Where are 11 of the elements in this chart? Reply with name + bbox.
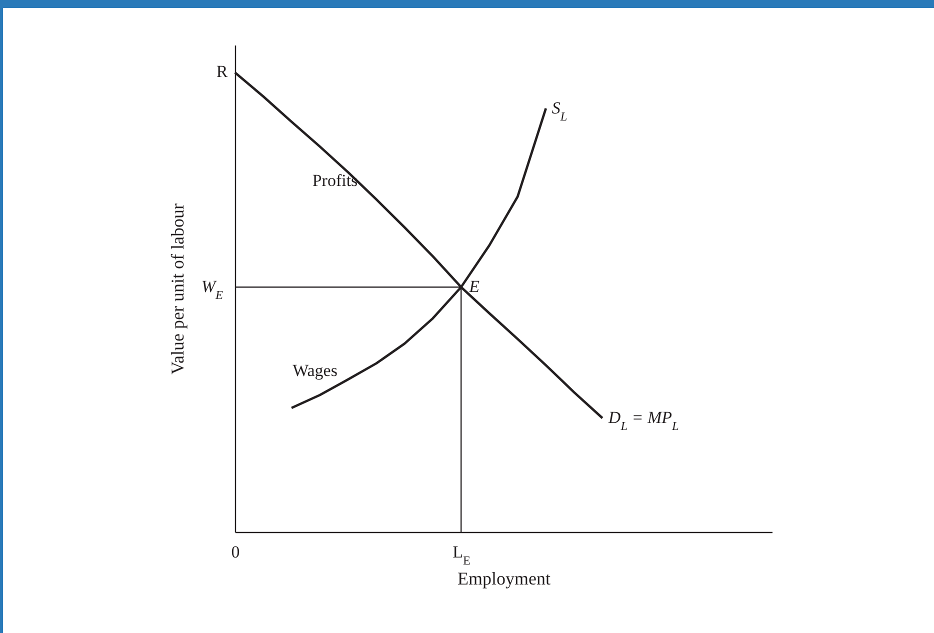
annotation: Wages — [292, 361, 338, 380]
x-tick-label: 0 — [231, 542, 240, 562]
annotation: Profits — [312, 171, 358, 190]
series-label: S$_{L}$ — [552, 98, 568, 124]
x-axis-title: Employment — [458, 568, 550, 588]
y-axis-title: Value per unit of labour — [168, 204, 188, 374]
x-tick-label: L$_{E}$ — [452, 542, 471, 568]
series-label: D$_{L}$ = MP$_{L}$ — [607, 408, 680, 434]
text: R — [216, 62, 228, 81]
ref-line-label: W$_{E}$ — [201, 277, 224, 302]
annotation: E — [468, 277, 480, 296]
